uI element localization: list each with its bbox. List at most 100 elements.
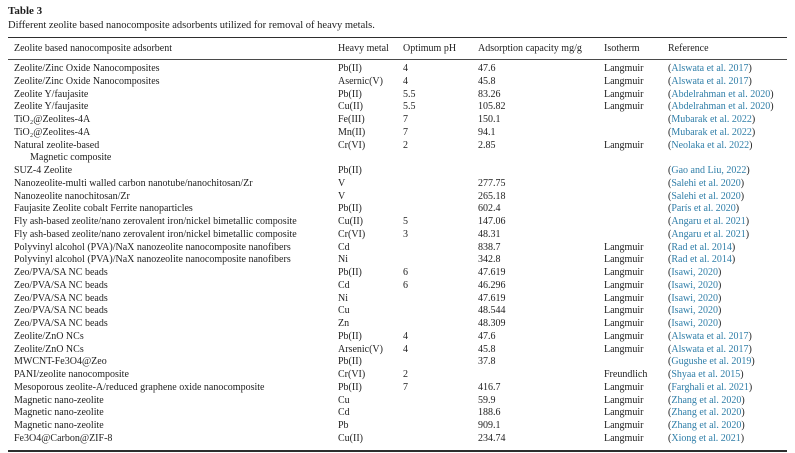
isotherm-cell: Langmuir (604, 254, 644, 266)
citation-link[interactable]: Rad et al. 2014 (671, 241, 732, 253)
citation-link[interactable]: Alswata et al. 2017 (671, 75, 749, 87)
optimum-ph-cell (403, 356, 478, 369)
adsorbent-cell: Polyvinyl alcohol (PVA)/NaX nanozeolite … (8, 254, 338, 267)
adsorption-capacity-cell: 94.1 (478, 126, 496, 138)
heavy-metal-cell: V (338, 177, 346, 189)
citation-link[interactable]: Alswata et al. 2017 (671, 63, 749, 74)
isotherm-cell: Langmuir (604, 343, 644, 355)
adsorbent-cell: SUZ-4 Zeolite (8, 165, 338, 178)
citation-link[interactable]: Xiong et al. 2021 (671, 432, 741, 444)
adsorbent-cell: Zeolite/Zinc Oxide Nanocomposites (8, 76, 338, 89)
citation-parentheses: Farghali et al. 2021 (668, 382, 752, 393)
adsorbent-cell: Zeo/PVA/SA NC beads (8, 318, 338, 331)
adsorbent-name: Mesoporous zeolite-A/reduced graphene ox… (14, 381, 265, 393)
adsorbent-cell: Zeo/PVA/SA NC beads (8, 267, 338, 280)
table-row: PANI/zeolite nanocomposite Cr(VI) 2 Freundl… (8, 369, 787, 382)
heavy-metal-cell: Cu(II) (338, 101, 363, 113)
citation-link[interactable]: Abdelrahman et al. 2020 (671, 101, 771, 113)
adsorption-capacity-cell: 47.6 (478, 63, 496, 74)
isotherm-cell (604, 356, 668, 369)
heavy-metal-cell: V (338, 190, 346, 202)
citation-link[interactable]: Isawi, 2020 (671, 279, 719, 291)
optimum-ph-cell (403, 305, 478, 318)
isotherm-cell: Langmuir (604, 63, 644, 74)
isotherm-cell: Langmuir (604, 241, 644, 253)
heavy-metal-cell: Cu (338, 305, 350, 317)
citation-link[interactable]: Gao and Liu, 2022 (671, 165, 747, 176)
heavy-metal-cell: Pb (338, 420, 349, 431)
citation-link[interactable]: Isawi, 2020 (671, 292, 719, 304)
optimum-ph-cell: 7 (403, 381, 408, 393)
heavy-metal-cell: Cd (338, 279, 350, 291)
reference-cell: Abdelrahman et al. 2020 (668, 89, 787, 102)
citation-link[interactable]: Salehi et al. 2020 (671, 190, 741, 202)
heavy-metal-cell: Cu (338, 394, 350, 406)
table-row: Zeolite Y/faujasite Cu(II) 5.5 105.82 Langmu… (8, 101, 787, 114)
heavy-metal-cell: Asernic(V) (338, 75, 383, 87)
isotherm-cell (604, 127, 668, 140)
adsorption-capacity-cell: 59.9 (478, 394, 496, 406)
citation-parentheses: Zhang et al. 2020 (668, 407, 745, 418)
optimum-ph-cell: 4 (403, 330, 408, 342)
citation-link[interactable]: París et al. 2020 (671, 203, 736, 215)
adsorbents-table: Zeolite based nanocomposite adsorbent He… (8, 37, 787, 452)
citation-parentheses: Angaru et al. 2021 (668, 216, 749, 227)
citation-link[interactable]: Gugushe et al. 2019 (671, 356, 752, 368)
adsorbent-cell: Magnetic nano-zeolite (8, 395, 338, 408)
heavy-metal-cell: Pb(II) (338, 165, 362, 176)
citation-parentheses: Mubarak et al. 2022 (668, 114, 755, 125)
table-row: Fly ash-based zeolite/nano zerovalent ir… (8, 229, 787, 242)
citation-link[interactable]: Mubarak et al. 2022 (671, 126, 752, 138)
adsorption-capacity-cell: 37.8 (478, 356, 496, 368)
citation-link[interactable]: Isawi, 2020 (671, 318, 719, 329)
adsorbent-cell: TiO₂@Zeolites-4A (8, 127, 338, 140)
citation-link[interactable]: Angaru et al. 2021 (671, 228, 746, 240)
citation-link[interactable]: Abdelrahman et al. 2020 (671, 88, 771, 100)
citation-link[interactable]: Farghali et al. 2021 (671, 381, 749, 393)
citation-link[interactable]: Salehi et al. 2020 (671, 177, 741, 189)
reference-cell: Isawi, 2020 (668, 293, 787, 306)
heavy-metal-cell: Ni (338, 254, 348, 266)
heavy-metal-cell: Pb(II) (338, 88, 362, 100)
citation-link[interactable]: Rad et al. 2014 (671, 254, 732, 266)
citation-link[interactable]: Alswata et al. 2017 (671, 343, 749, 355)
adsorbent-name: Zeolite/ZnO NCs (14, 330, 84, 342)
table-body: Zeolite/Zinc Oxide Nanocomposites Pb(II) 4… (8, 60, 787, 450)
citation-parentheses: Gao and Liu, 2022 (668, 165, 750, 176)
citation-link[interactable]: Alswata et al. 2017 (671, 330, 749, 342)
citation-link[interactable]: Zhang et al. 2020 (671, 394, 742, 406)
citation-parentheses: Alswata et al. 2017 (668, 76, 752, 87)
citation-parentheses: Isawi, 2020 (668, 318, 721, 329)
column-header-heavy-metal: Heavy metal (338, 43, 389, 54)
citation-link[interactable]: Isawi, 2020 (671, 267, 719, 278)
optimum-ph-cell: 2 (403, 139, 408, 151)
citation-parentheses: Mubarak et al. 2022 (668, 127, 755, 138)
citation-link[interactable]: Zhang et al. 2020 (671, 407, 742, 419)
adsorbent-name: Nanozeolite nanochitosan/Zr (14, 190, 130, 202)
citation-parentheses: Angaru et al. 2021 (668, 229, 749, 240)
adsorbent-name: Magnetic nano-zeolite (14, 407, 104, 419)
citation-link[interactable]: Mubarak et al. 2022 (671, 114, 752, 125)
reference-cell: Gao and Liu, 2022 (668, 165, 787, 178)
table-row: Zeolite/Zinc Oxide Nanocomposites Asernic… (8, 76, 787, 89)
adsorption-capacity-cell: 45.8 (478, 75, 496, 87)
table-row: Polyvinyl alcohol (PVA)/NaX nanozeolite … (8, 254, 787, 267)
citation-link[interactable]: Angaru et al. 2021 (671, 216, 746, 227)
citation-link[interactable]: Isawi, 2020 (671, 305, 719, 317)
citation-parentheses: Zhang et al. 2020 (668, 395, 745, 406)
heavy-metal-cell: Cu(II) (338, 432, 363, 444)
adsorbent-cell: Zeolite/ZnO NCs (8, 331, 338, 344)
isotherm-cell: Langmuir (604, 267, 644, 278)
table-header-row: Zeolite based nanocomposite adsorbent He… (8, 38, 787, 60)
adsorbent-name-continuation: Magnetic composite (30, 152, 112, 164)
optimum-ph-cell (403, 420, 478, 433)
citation-link[interactable]: Neolaka et al. 2022 (671, 139, 750, 151)
reference-cell: Isawi, 2020 (668, 305, 787, 318)
heavy-metal-cell: Zn (338, 318, 350, 329)
table-row: Polyvinyl alcohol (PVA)/NaX nanozeolite … (8, 242, 787, 255)
adsorbent-cell: PANI/zeolite nanocomposite (8, 369, 338, 382)
citation-link[interactable]: Zhang et al. 2020 (671, 420, 742, 431)
adsorbent-name: Zeolite Y/faujasite (14, 88, 89, 100)
heavy-metal-cell: Cu(II) (338, 216, 363, 227)
citation-link[interactable]: Shyaa et al. 2015 (671, 369, 741, 380)
